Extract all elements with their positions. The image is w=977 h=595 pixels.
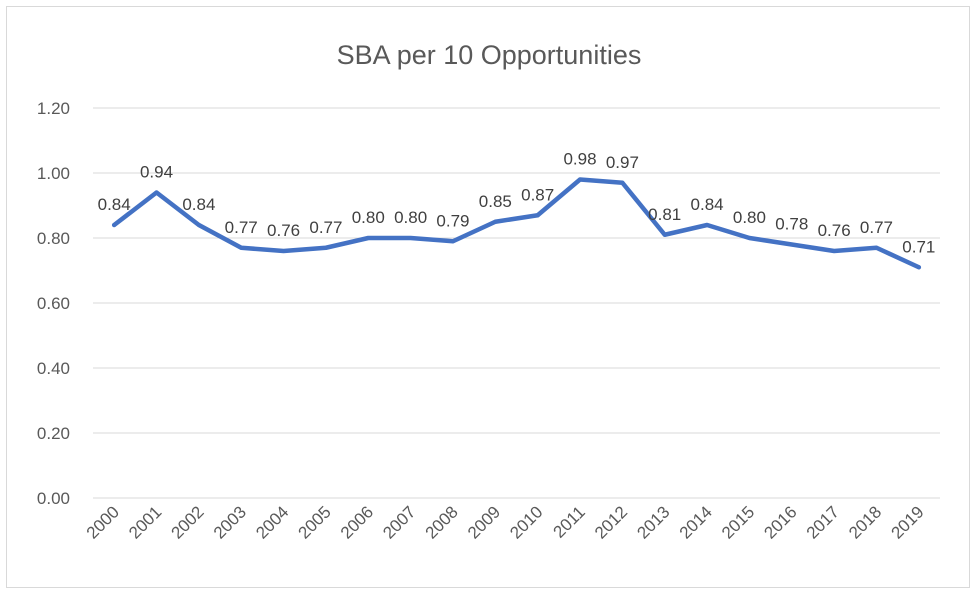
data-label: 0.97 (606, 153, 639, 172)
y-tick-label: 0.00 (37, 489, 70, 508)
x-tick-label: 2011 (550, 502, 589, 541)
data-point (323, 245, 328, 250)
y-tick-label: 0.20 (37, 424, 70, 443)
x-tick-label: 2018 (845, 502, 885, 542)
data-label: 0.85 (479, 192, 512, 211)
data-label: 0.79 (436, 211, 469, 230)
data-point (620, 180, 625, 185)
x-tick-label: 2010 (506, 502, 546, 542)
data-point (662, 232, 667, 237)
x-tick-label: 2001 (125, 502, 165, 542)
x-tick-label: 2019 (887, 502, 927, 542)
data-label: 0.80 (352, 208, 385, 227)
y-tick-label: 0.60 (37, 294, 70, 313)
chart-frame (6, 6, 970, 588)
data-point (747, 236, 752, 240)
data-label: 0.87 (521, 185, 554, 204)
data-point (578, 177, 583, 182)
x-tick-label: 2016 (760, 502, 800, 542)
chart-title: SBA per 10 Opportunities (337, 40, 642, 70)
gridlines (93, 107, 940, 499)
y-tick-label: 0.40 (37, 359, 70, 378)
data-point (535, 213, 540, 218)
x-tick-label: 2005 (295, 502, 335, 542)
data-label: 0.84 (98, 195, 131, 214)
data-point (154, 190, 159, 195)
data-point (916, 265, 921, 270)
x-tick-label: 2014 (676, 502, 716, 542)
data-label: 0.71 (902, 237, 935, 256)
data-point (874, 245, 879, 250)
data-point (239, 245, 244, 250)
x-tick-label: 2000 (83, 502, 123, 542)
data-labels: 0.84 0.94 0.84 0.77 0.76 0.77 0.80 0.80 0.79 0.85… (98, 150, 936, 257)
data-label: 0.77 (860, 218, 893, 237)
x-tick-label: 2009 (464, 502, 504, 542)
data-label: 0.80 (733, 208, 766, 227)
data-point (832, 249, 837, 253)
y-axis-tick-labels: 0.00 0.20 0.40 0.60 0.80 1.00 1.20 (37, 99, 70, 508)
data-point (705, 223, 710, 227)
data-point (450, 239, 455, 244)
x-tick-label: 2008 (422, 502, 462, 542)
data-label: 0.76 (267, 221, 300, 240)
data-label: 0.94 (140, 163, 173, 182)
x-tick-label: 2003 (210, 502, 250, 542)
data-label: 0.81 (648, 205, 681, 224)
series-layer (111, 177, 922, 270)
y-tick-label: 1.20 (37, 99, 70, 118)
data-point (408, 236, 413, 240)
data-point (196, 223, 201, 227)
data-label: 0.77 (225, 218, 258, 237)
x-tick-label: 2007 (379, 502, 419, 542)
data-label: 0.98 (563, 150, 596, 169)
data-point (112, 223, 117, 227)
data-label: 0.77 (309, 218, 342, 237)
x-tick-label: 2002 (168, 502, 208, 542)
x-tick-label: 2017 (803, 502, 843, 542)
data-point (366, 236, 371, 240)
data-label: 0.80 (394, 208, 427, 227)
data-label: 0.84 (182, 195, 215, 214)
data-point (493, 219, 498, 224)
data-point (789, 242, 794, 247)
data-label: 0.84 (691, 195, 724, 214)
data-label: 0.76 (818, 221, 851, 240)
y-tick-label: 1.00 (37, 164, 70, 183)
x-tick-label: 2015 (718, 502, 758, 542)
x-tick-label: 2006 (337, 502, 377, 542)
x-tick-label: 2004 (252, 502, 292, 542)
series-line (111, 177, 922, 270)
x-tick-label: 2013 (633, 502, 673, 542)
y-tick-label: 0.80 (37, 229, 70, 248)
x-tick-label: 2012 (591, 502, 631, 542)
data-label: 0.78 (775, 215, 808, 234)
x-axis-tick-labels: 2000 2001 2002 2003 2004 2005 2006 2007 2008 2009… (83, 502, 928, 542)
data-point (281, 249, 286, 253)
